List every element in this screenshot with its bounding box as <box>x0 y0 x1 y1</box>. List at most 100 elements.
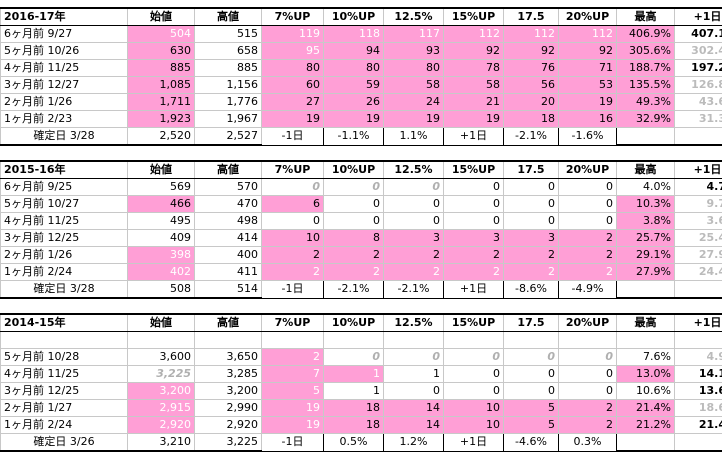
data-cell: 78 <box>443 59 504 77</box>
data-cell: 2 <box>323 246 384 264</box>
column-header: 12.5% <box>383 7 444 26</box>
data-cell: 135.5% <box>616 76 675 94</box>
table-row: 1ヶ月前 2/231,9231,96719191919181632.9%31.3… <box>0 110 722 128</box>
data-cell: 188.7% <box>616 59 675 77</box>
data-cell: 25.4% <box>674 229 722 247</box>
data-cell: 2,920 <box>194 416 262 434</box>
confirm-cell <box>674 127 722 146</box>
data-cell: 7.6% <box>616 348 675 366</box>
confirm-cell: 514 <box>194 280 262 299</box>
confirm-cell: 1.2% <box>383 433 444 452</box>
column-header: 12.5% <box>383 313 444 332</box>
data-cell: 2 <box>558 399 617 417</box>
confirm-cell: 3,210 <box>127 433 195 452</box>
data-cell: 14.1% <box>674 365 722 383</box>
confirm-cell: -2.1% <box>323 280 384 299</box>
confirm-cell: 3,225 <box>194 433 262 452</box>
data-cell: 5 <box>503 416 559 434</box>
data-cell: 407.1% <box>674 25 722 43</box>
data-cell: 94 <box>323 42 384 60</box>
data-cell: 3,200 <box>127 382 195 400</box>
confirm-cell <box>674 433 722 452</box>
data-cell <box>383 331 444 349</box>
data-cell: 95 <box>261 42 324 60</box>
row-label: 6ヶ月前 9/27 <box>0 25 128 43</box>
data-cell: 2 <box>443 263 504 281</box>
data-cell: 2 <box>261 348 324 366</box>
data-cell <box>674 331 722 349</box>
data-cell: 58 <box>443 76 504 94</box>
data-cell: 25.7% <box>616 229 675 247</box>
confirm-cell: -1日 <box>261 280 324 299</box>
confirm-cell <box>616 433 675 452</box>
confirm-label: 確定日 3/26 <box>0 433 128 452</box>
data-cell: 2,990 <box>194 399 262 417</box>
data-cell: 18 <box>323 399 384 417</box>
data-cell: 504 <box>127 25 195 43</box>
data-cell: 0 <box>558 365 617 383</box>
data-cell: 1 <box>383 365 444 383</box>
data-cell: 19 <box>383 110 444 128</box>
data-cell <box>503 331 559 349</box>
data-cell: 1 <box>323 365 384 383</box>
column-header: 高値 <box>194 160 262 179</box>
data-cell: 515 <box>194 25 262 43</box>
data-cell: 8 <box>323 229 384 247</box>
confirm-row: 確定日 3/28 2,520 2,527 -1日 -1.1% 1.1% +1日 -2.1% -1… <box>0 127 722 146</box>
data-cell: 3,285 <box>194 365 262 383</box>
header-row: 2015-16年 始値 高値 7%UP 10%UP 12.5% 15%UP 17.5 20%UP… <box>0 160 722 179</box>
confirm-cell: -1日 <box>261 127 324 146</box>
column-header: 始値 <box>127 313 195 332</box>
data-cell: 0 <box>443 195 504 213</box>
data-cell: 18.6% <box>674 399 722 417</box>
confirm-cell: +1日 <box>443 433 504 452</box>
data-cell: 49.3% <box>616 93 675 111</box>
data-cell: 0 <box>261 178 324 196</box>
data-cell: 58 <box>383 76 444 94</box>
data-cell: 400 <box>194 246 262 264</box>
data-cell: 1,085 <box>127 76 195 94</box>
data-cell: 4.9% <box>674 348 722 366</box>
data-cell: 0 <box>323 195 384 213</box>
column-header: 7%UP <box>261 7 324 26</box>
row-label: 4ヶ月前 11/25 <box>0 365 128 383</box>
data-cell: 3.6% <box>674 212 722 230</box>
data-cell: 3,225 <box>127 365 195 383</box>
data-cell: 3,600 <box>127 348 195 366</box>
confirm-cell: 2,527 <box>194 127 262 146</box>
column-header: 最高 <box>616 313 675 332</box>
data-cell: 414 <box>194 229 262 247</box>
data-cell <box>127 331 195 349</box>
data-cell: 0 <box>383 382 444 400</box>
data-cell: 14 <box>383 399 444 417</box>
data-cell: 6 <box>261 195 324 213</box>
data-cell: 126.8% <box>674 76 722 94</box>
table-row <box>0 331 722 349</box>
data-cell: 117 <box>383 25 444 43</box>
data-cell: 0 <box>323 212 384 230</box>
column-header: 10%UP <box>323 313 384 332</box>
data-cell: 630 <box>127 42 195 60</box>
data-cell: 2 <box>383 263 444 281</box>
data-cell: 19 <box>558 93 617 111</box>
data-cell: 2 <box>323 263 384 281</box>
confirm-cell <box>616 127 675 146</box>
data-cell: 0 <box>383 178 444 196</box>
data-cell: 92 <box>558 42 617 60</box>
data-cell: 2 <box>503 263 559 281</box>
data-cell: 56 <box>503 76 559 94</box>
data-cell: 197.2% <box>674 59 722 77</box>
data-cell: 19 <box>443 110 504 128</box>
header-row: 2016-17年 始値 高値 7%UP 10%UP 12.5% 15%UP 17.5 20%UP… <box>0 7 722 26</box>
data-cell: 0 <box>323 348 384 366</box>
confirm-cell: +1日 <box>443 127 504 146</box>
table-2015-16: 2015-16年 始値 高値 7%UP 10%UP 12.5% 15%UP 17.5 20%UP… <box>0 160 722 299</box>
confirm-cell: -4.9% <box>558 280 617 299</box>
